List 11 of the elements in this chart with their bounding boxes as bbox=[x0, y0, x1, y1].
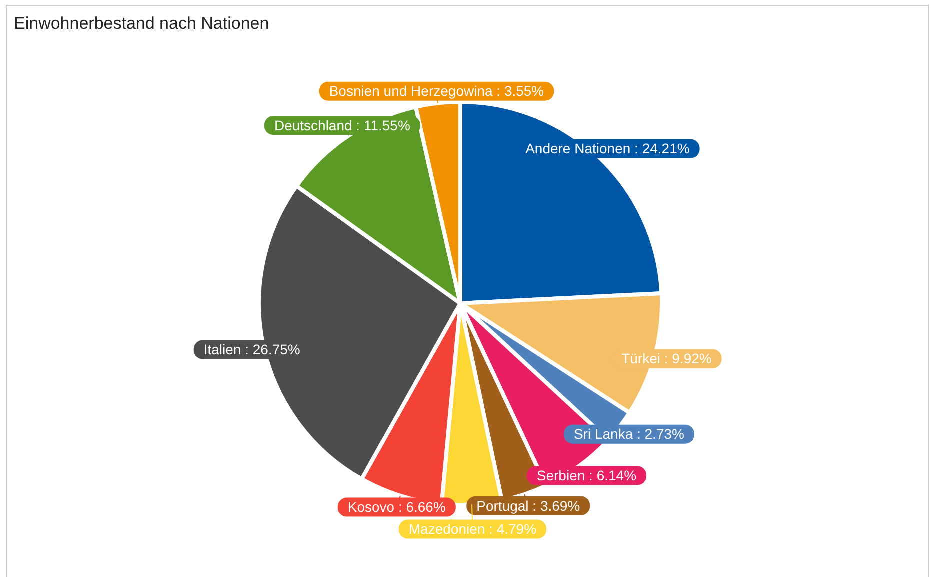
slice-label: Kosovo : 6.66% bbox=[348, 499, 446, 516]
slice-label: Serbien : 6.14% bbox=[536, 468, 637, 484]
slice-label: Türkei : 9.92% bbox=[622, 350, 712, 367]
slice-label: Deutschland : 11.55% bbox=[274, 117, 410, 134]
slice-label: Sri Lanka : 2.73% bbox=[574, 426, 684, 442]
slice-label: Andere Nationen : 24.21% bbox=[526, 140, 690, 157]
slice-label: Mazedonien : 4.79% bbox=[408, 521, 537, 538]
slice-label: Portugal : 3.69% bbox=[476, 498, 580, 514]
slice-label: Bosnien und Herzegowina : 3.55% bbox=[329, 83, 544, 100]
slice-label: Italien : 26.75% bbox=[204, 342, 300, 358]
chart-title: Einwohnerbestand nach Nationen bbox=[14, 14, 270, 34]
